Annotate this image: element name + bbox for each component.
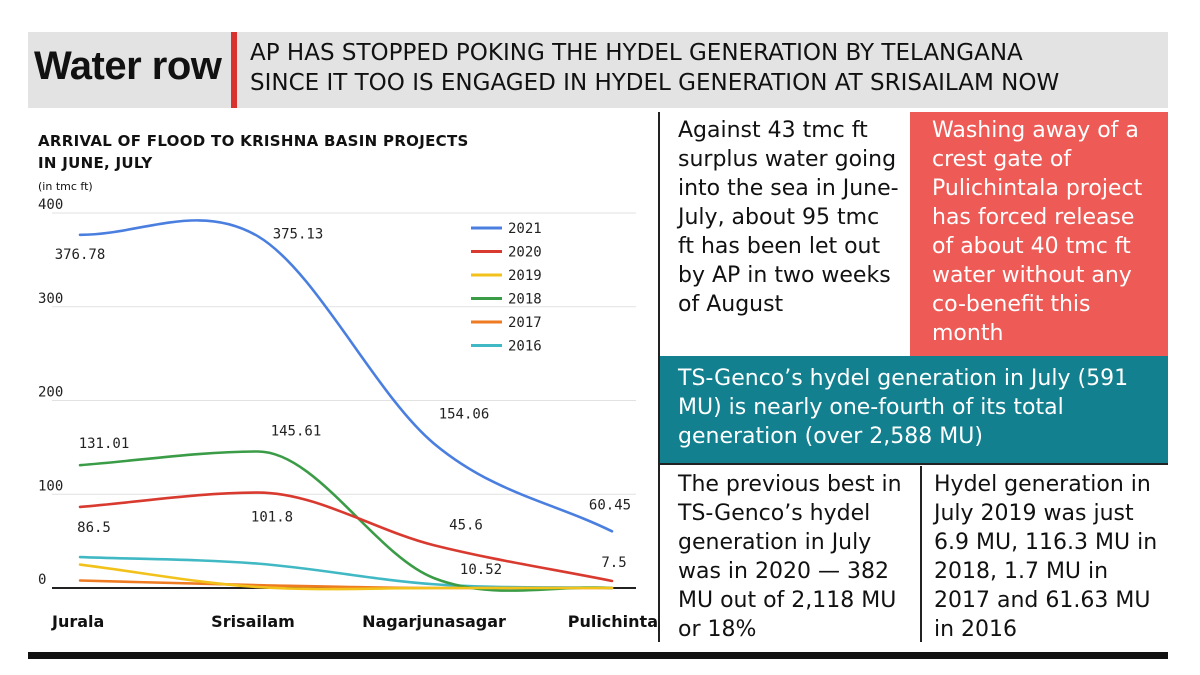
x-tick-label-nagarjunasagar: Nagarjunasagar: [362, 612, 506, 631]
chart-title-line-2-text: IN JUNE, JULY: [38, 154, 153, 172]
legend-label-2020: 2020: [508, 245, 542, 261]
data-label-2020-srisailam: 101.8: [251, 510, 293, 526]
data-label-2021-jurala: 376.78: [55, 247, 106, 263]
legend-label-2016: 2016: [508, 339, 542, 355]
legend-label-2018: 2018: [508, 292, 542, 308]
series-line-2019: [78, 563, 614, 591]
y-tick-label-300: 300: [38, 291, 63, 307]
y-tick-label-400: 400: [38, 197, 63, 213]
x-tick-label-jurala: Jurala: [51, 612, 104, 631]
chart-title: ARRIVAL OF FLOOD TO KRISHNA BASIN PROJEC…: [38, 130, 558, 198]
subtitle-line-2: SINCE IT TOO IS ENGAGED IN HYDEL GENERAT…: [250, 70, 1060, 96]
legend-label-2017: 2017: [508, 315, 542, 331]
legend-label-2021: 2021: [508, 221, 542, 237]
y-tick-label-0: 0: [38, 572, 46, 588]
page-title: Water row: [34, 44, 222, 88]
note-hydel-generation-history: Hydel generation in July 2019 was just 6…: [934, 472, 1158, 642]
data-label-2018-jurala: 131.01: [79, 436, 130, 452]
chart-unit: (in tmc ft): [38, 180, 93, 193]
data-label-2020-nagarjunasagar: 45.6: [449, 517, 483, 533]
y-tick-label-200: 200: [38, 385, 63, 401]
y-tick-label-100: 100: [38, 478, 63, 494]
note-previous-best: The previous best in TS-Genco’s hydel ge…: [678, 472, 902, 642]
data-label-2020-pulichintala: 7.5: [601, 555, 626, 571]
series-line-2020: [78, 491, 614, 583]
title-divider: [231, 32, 237, 108]
series-line-2018: [78, 450, 614, 592]
note-pulichintala-gate: Washing away of a crest gate of Pulichin…: [910, 112, 1168, 356]
data-label-2018-srisailam: 145.61: [271, 423, 322, 439]
legend-label-2019: 2019: [508, 268, 542, 284]
divider-vertical-main: [658, 112, 660, 642]
subtitle-line-1: AP HAS STOPPED POKING THE HYDEL GENERATI…: [250, 40, 1023, 66]
divider-vertical-bottom: [920, 466, 922, 642]
page-subtitle: AP HAS STOPPED POKING THE HYDEL GENERATI…: [250, 38, 1150, 98]
flood-arrival-chart: 0 100 200 300 400 Jurala Srisailam Nagarjunasag…: [38, 197, 658, 631]
data-label-2018-nagarjunasagar: 10.52: [460, 562, 502, 578]
x-tick-label-srisailam: Srisailam: [211, 612, 295, 631]
note-surplus-water: Against 43 tmc ft surplus water going in…: [678, 118, 899, 317]
x-tick-label-pulichintala: Pulichintala: [568, 612, 658, 631]
note-tsgenco-generation: TS-Genco’s hydel generation in July (591…: [660, 356, 1168, 463]
data-label-2021-pulichintala: 60.45: [589, 497, 631, 513]
header-banner: [28, 32, 1168, 108]
bottom-rule: [28, 652, 1168, 659]
divider-horizontal: [660, 463, 1168, 465]
data-label-2020-jurala: 86.5: [77, 520, 111, 536]
chart-title-line-1: ARRIVAL OF FLOOD TO KRISHNA BASIN PROJEC…: [38, 132, 469, 150]
chart-title-line-2: IN JUNE, JULY (in tmc ft): [38, 152, 558, 198]
series-line-2021: [78, 219, 614, 533]
data-label-2021-srisailam: 375.13: [273, 226, 324, 242]
data-label-2021-nagarjunasagar: 154.06: [439, 407, 490, 423]
